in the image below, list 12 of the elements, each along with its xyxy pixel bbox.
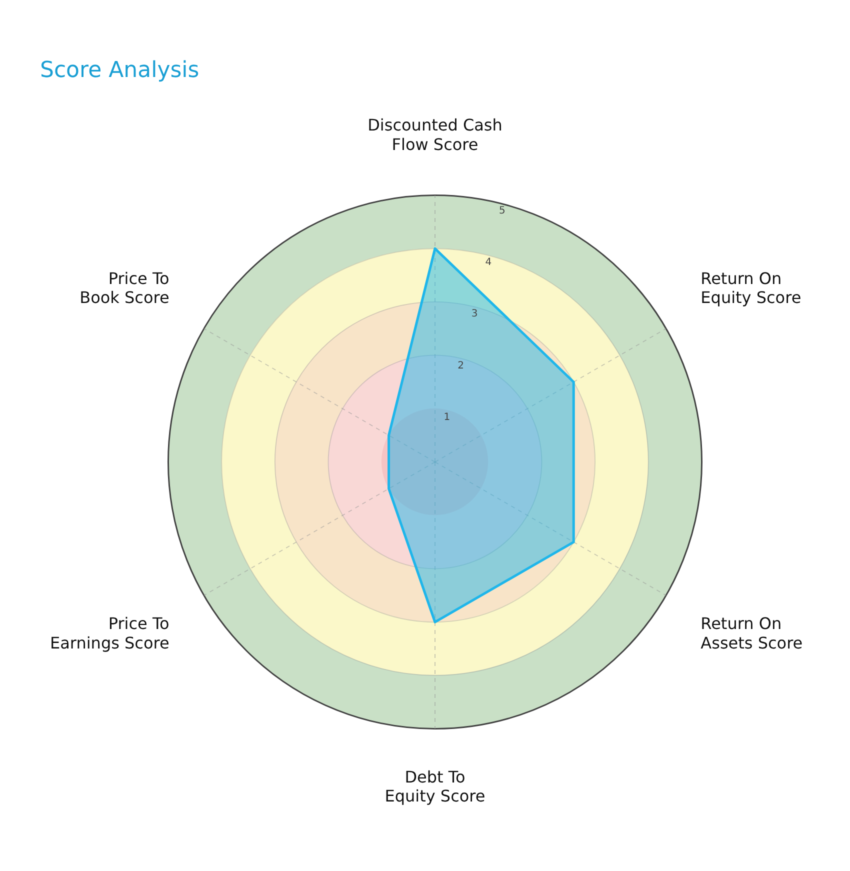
chart-title: Score Analysis [40, 58, 200, 83]
y-tick-label: 5 [499, 206, 506, 217]
y-tick-label: 1 [444, 412, 450, 423]
y-tick-label: 2 [458, 360, 464, 372]
spoke-label: Return On Assets Score [700, 614, 803, 652]
spoke-label: Discounted Cash Flow Score [368, 116, 502, 154]
y-tick-label: 4 [485, 257, 492, 268]
spoke-label: Debt To Equity Score [384, 768, 486, 806]
spoke-label: Return On Equity Score [700, 268, 802, 308]
spoke-label: Price To Book Score [80, 268, 170, 308]
spoke-label: Price To Earnings Score [50, 614, 170, 652]
y-tick-label: 3 [471, 308, 478, 320]
